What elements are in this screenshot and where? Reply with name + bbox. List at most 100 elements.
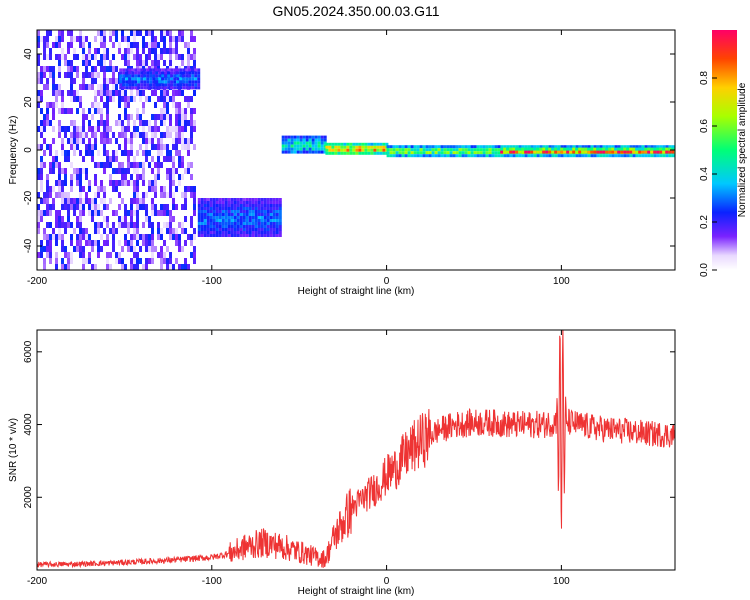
spectrogram-cell [88,42,91,48]
spectrogram-cell [136,174,139,180]
spectrogram-cell [650,154,654,158]
spectrogram-cell [641,145,645,149]
spectrogram-cell [115,252,118,258]
spectrogram-cell [125,74,129,78]
spectrogram-cell [215,216,219,219]
spectrogram-cell [175,42,178,48]
spectrogram-cell [248,234,252,237]
spectrogram-cell [109,228,112,234]
spectrogram-cell [175,120,178,126]
spectrogram-cell [349,151,353,155]
spectrogram-cell [620,147,624,151]
spectrogram-cell [64,150,67,156]
spectrogram-cell [100,90,103,96]
spectrogram-cell [124,150,127,156]
spectrogram-cell [49,102,52,108]
spectrogram-cell [185,80,189,84]
spectrogram-cell [206,204,210,207]
spectrogram-cell [209,216,213,219]
spectrogram-cell [275,222,279,225]
spectrogram-cell [137,71,141,75]
spectrogram-cell [197,222,201,225]
spectrogram-cell [82,264,85,270]
spectrogram-cell [157,234,160,240]
spectrogram-cell [136,132,139,138]
spectrogram-cell [64,132,67,138]
spectrogram-cell [37,168,40,174]
spectrogram-cell [236,213,240,216]
spectrogram-cell [118,258,121,264]
spectrogram-cell [100,234,103,240]
spectrogram-cell [175,54,178,60]
spectrogram-cell [43,234,46,240]
spectrogram-cell [364,142,368,146]
spectrogram-cell [106,108,109,114]
spectrogram-cell [79,180,82,186]
spectrogram-cell [617,147,621,151]
spectrogram-cell [154,126,157,132]
spectrogram-cell [124,240,127,246]
colorbar-tick-label: 0.0 [699,263,710,277]
spectrogram-cell [70,186,73,192]
spectrogram-cell [142,174,145,180]
spectrogram-cell [40,156,43,162]
spectrogram-cell [221,201,225,204]
spectrogram-cell [158,86,162,90]
spectrogram-cell [136,108,139,114]
spectrogram-cell [641,147,645,151]
spectrogram-cell [37,102,40,108]
spectrogram-cell [245,207,249,210]
spectrogram-cell [323,138,327,142]
spectrogram-cell [200,228,204,231]
spectrogram-cell [91,144,94,150]
spectrogram-cell [260,222,264,225]
spectrogram-cell [346,148,350,152]
spectrogram-cell [52,198,55,204]
spectrogram-cell [97,72,100,78]
spectrogram-cell [434,148,438,152]
spectrogram-cell [154,36,157,42]
spectrogram-cell [100,96,103,102]
spectrogram-cell [103,144,106,150]
spectrogram-cell [103,126,106,132]
spectrogram-cell [587,145,591,149]
spectrogram-cell [76,246,79,252]
spectrogram-cell [197,83,201,87]
spectrogram-cell [269,210,273,213]
spectrogram-cell [584,147,588,151]
spectrogram-cell [193,54,196,60]
spectrogram-cell [224,204,228,207]
spectrogram-cell [245,234,249,237]
spectrogram-cell [296,141,300,145]
spectrogram-cell [260,198,264,201]
spectrogram-cell [133,186,136,192]
spectrogram-cell [143,74,147,78]
spectrogram-cell [52,114,55,120]
spectrogram-cell [230,213,234,216]
spectrogram-cell [131,86,135,90]
spectrogram-cell [181,126,184,132]
spectrogram-cell [142,222,145,228]
spectrogram-cell [506,150,510,154]
spectrogram-cell [49,240,52,246]
spectrogram-cell [112,240,115,246]
spectrogram-cell [97,126,100,132]
spectrogram-cell [287,141,291,145]
spectrogram-cell [76,240,79,246]
spectrogram-cell [401,145,405,149]
spectrogram-cell [46,192,49,198]
spectrogram-cell [632,145,636,149]
spectrogram-cell [221,204,225,207]
spectrogram-cell [358,142,362,146]
spectrogram-cell [533,154,537,158]
spectrogram-cell [263,219,267,222]
spectrogram-cell [124,36,127,42]
spectrogram-cell [215,225,219,228]
spectrogram-cell [373,142,377,146]
spectrogram-cell [593,150,597,154]
spectrogram-cell [455,148,459,152]
spectrogram-cell [106,96,109,102]
spectrogram-cell [443,151,447,155]
spectrogram-cell [518,150,522,154]
spectrogram-cell [554,145,558,149]
